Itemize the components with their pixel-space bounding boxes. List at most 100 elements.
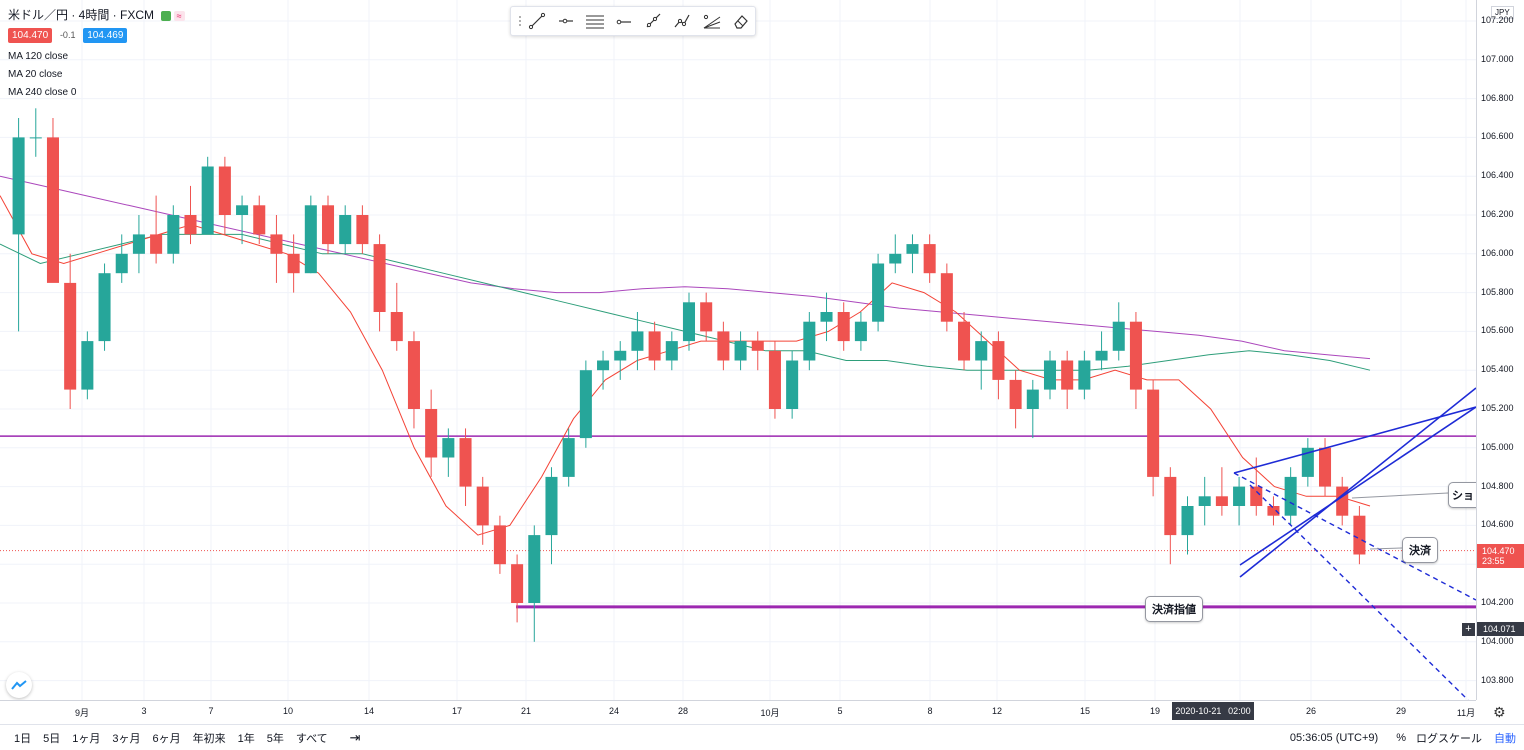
price-tick-label: 105.200 [1481, 403, 1514, 413]
price-tick-label: 104.800 [1481, 480, 1514, 491]
candle-body [1129, 321, 1142, 390]
candle-body [29, 137, 42, 139]
log-scale-toggle[interactable]: ログスケール [1416, 732, 1482, 745]
time-tick-label: 15 [1079, 706, 1091, 716]
ask-badge[interactable]: 104.469 [83, 28, 128, 43]
candle-body [1164, 476, 1177, 536]
symbol-title: 米ドル／円 · 4時間 · FXCM [8, 8, 154, 22]
exit-label[interactable]: 決済 [1402, 537, 1438, 563]
time-tick-label: 3 [141, 706, 147, 716]
candle-body [631, 331, 644, 351]
indicator-ma120[interactable]: MA 120 close [8, 51, 69, 62]
candle-body [682, 302, 696, 342]
candle-body [184, 215, 197, 235]
percent-toggle[interactable]: % [1396, 731, 1406, 744]
candle-body [1078, 360, 1091, 390]
period-button[interactable]: 1年 [237, 732, 255, 745]
period-button[interactable]: 5日 [43, 732, 61, 745]
settings-gear-icon[interactable]: ⚙ [1493, 704, 1506, 720]
candle-body [1198, 496, 1211, 506]
candle-body [64, 282, 77, 390]
clock[interactable]: 05:36:05 (UTC+9) [1289, 731, 1379, 744]
candle-body [820, 312, 833, 322]
toolbar-drag-handle[interactable] [517, 9, 523, 33]
period-button[interactable]: 6ヶ月 [152, 732, 181, 745]
trendline-dashed-2 [1249, 484, 1469, 701]
candle-body [734, 341, 747, 361]
candle-body [1147, 389, 1160, 477]
horizontal-line-icon[interactable] [610, 9, 639, 33]
period-button[interactable]: 1ヶ月 [72, 732, 101, 745]
candle-body [339, 215, 352, 245]
candle-body [459, 438, 472, 487]
time-tick-label: 17 [451, 706, 463, 716]
candle-body [1095, 350, 1108, 361]
time-axis[interactable]: 9月 3 7 10 14 17 21 24 28 10月 5 8 12 15 19 26 29 11月 2020-… [0, 700, 1476, 724]
candle-body [1009, 379, 1022, 409]
period-button[interactable]: 年初来 [192, 732, 226, 745]
period-button[interactable]: 1日 [14, 732, 32, 745]
price-axis[interactable]: JPY 107.200 107.000 106.800 106.600 106.400 1… [1476, 0, 1524, 720]
crosshair-time-tag: 2020-10-21 02:00 [1172, 702, 1254, 720]
trendline-dashed-1 [1233, 472, 1477, 601]
candle-body [1061, 360, 1074, 390]
trend-line-icon[interactable] [523, 9, 552, 33]
crosshair-time: 02:00 [1228, 706, 1251, 716]
price-tick-label: 104.600 [1481, 519, 1514, 530]
candle-body [321, 205, 335, 245]
trendline-channel-2 [1239, 406, 1477, 566]
symbol-legend: 米ドル／円 · 4時間 · FXCM ≈ [8, 6, 185, 23]
period-button[interactable]: 3ヶ月 [112, 732, 141, 745]
price-tick-label: 105.400 [1481, 364, 1514, 375]
trendline-upper [1233, 406, 1477, 474]
crosshair-price-tag: 104.071 [1477, 622, 1524, 636]
candle-body [528, 535, 541, 603]
candle-body [167, 215, 180, 254]
short-label-pointer [1351, 492, 1449, 499]
bid-badge[interactable]: 104.470 [8, 28, 53, 43]
candle-body [98, 273, 111, 342]
quote-legend: 104.470 -0.1 104.469 [8, 28, 128, 43]
chart-pane[interactable]: 米ドル／円 · 4時間 · FXCM ≈ 104.470 -0.1 104.46… [0, 0, 1477, 701]
short-label[interactable]: ショ [1448, 482, 1477, 508]
indicator-ma240[interactable]: MA 240 close 0 [8, 87, 77, 98]
candle-body [390, 312, 403, 342]
date-range-icon[interactable]: ⇥ [349, 729, 361, 745]
candle-body [1353, 515, 1366, 555]
time-tick-label: 10 [282, 706, 294, 716]
price-tick-label: 106.000 [1481, 247, 1514, 258]
horizontal-ray-icon[interactable] [552, 9, 581, 33]
ray-icon[interactable] [639, 9, 668, 33]
candle-body [1112, 321, 1125, 351]
period-button[interactable]: 5年 [266, 732, 284, 745]
candle-body [511, 564, 524, 603]
bottom-toolbar: 1日 5日 1ヶ月 3ヶ月 6ヶ月 年初来 1年 5年 すべて ⇥ 05:36:05 (UTC+… [0, 724, 1524, 750]
auto-scale-toggle[interactable]: 自動 [1494, 732, 1516, 745]
time-tick-label: 12 [991, 706, 1003, 716]
fan-icon[interactable] [697, 9, 726, 33]
path-icon[interactable] [668, 9, 697, 33]
price-tick-label: 106.600 [1481, 131, 1514, 142]
candle-body [700, 302, 713, 332]
exit-limit-label[interactable]: 決済指値 [1145, 596, 1203, 622]
drawing-toolbar [510, 6, 756, 36]
price-tick-label: 107.000 [1481, 53, 1514, 64]
indicator-ma20[interactable]: MA 20 close [8, 69, 63, 80]
candle-body [854, 321, 867, 342]
crosshair-date: 2020-10-21 [1175, 706, 1222, 716]
eraser-icon[interactable] [726, 9, 755, 33]
add-plus-icon[interactable]: + [1462, 623, 1475, 636]
price-tick-label: 103.800 [1481, 674, 1514, 685]
candle-body [837, 312, 850, 342]
candle-body [425, 409, 438, 458]
period-button[interactable]: すべて [295, 732, 328, 745]
candle-body [768, 350, 781, 409]
candle-body [1319, 447, 1332, 487]
candlestick-chart[interactable] [0, 0, 1477, 701]
candle-body [46, 137, 59, 283]
fib-levels-icon[interactable] [581, 9, 610, 33]
tradingview-logo-icon[interactable] [6, 672, 32, 698]
candle-body [12, 137, 25, 235]
candle-body [218, 166, 231, 215]
price-tick-label: 104.000 [1481, 635, 1514, 646]
